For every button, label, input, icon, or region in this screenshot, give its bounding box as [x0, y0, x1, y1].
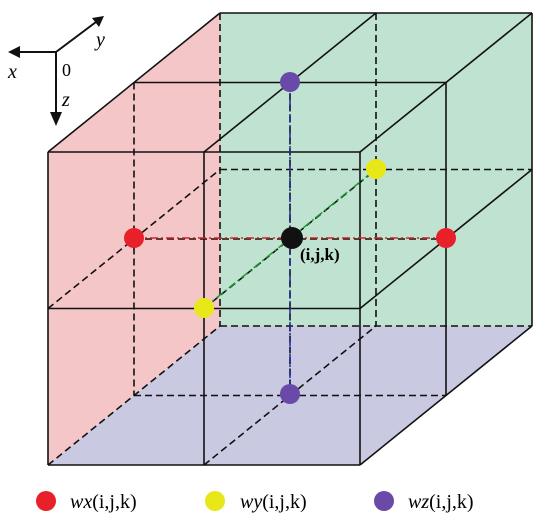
legend-symbol: wy [240, 491, 262, 513]
y-connector [203, 168, 377, 309]
center-label: (i,j,k) [300, 245, 340, 264]
y-axis-label: y [94, 29, 105, 51]
legend-symbol: wx [70, 491, 92, 513]
legend: wx(i,j,k) wy(i,j,k) wz(i,j,k) [36, 491, 474, 513]
legend-symbol: wz [408, 491, 429, 513]
edge [359, 325, 533, 466]
legend-marker [205, 491, 225, 511]
arrow-head [50, 112, 62, 126]
legend-args: (i,j,k) [262, 491, 306, 513]
wx-node [436, 228, 456, 248]
legend-marker [374, 491, 394, 511]
nodes [124, 72, 456, 404]
legend-entry: wy(i,j,k) [240, 491, 307, 513]
y-axis-arrow [55, 21, 97, 53]
legend-entry: wz(i,j,k) [408, 491, 474, 513]
legend-args: (i,j,k) [429, 491, 473, 513]
wz-node [280, 72, 300, 92]
wz-node [280, 384, 300, 404]
wx-node [124, 228, 144, 248]
arrow-head [8, 46, 20, 58]
z-axis-label: z [61, 89, 70, 111]
legend-marker [36, 491, 56, 511]
origin-label: 0 [62, 60, 71, 80]
axis-icon [8, 16, 104, 126]
x-axis-label: x [7, 61, 17, 83]
legend-entry: wx(i,j,k) [70, 491, 137, 513]
legend-args: (i,j,k) [92, 491, 136, 513]
wy-node [194, 298, 214, 318]
arrow-head [92, 16, 104, 27]
center-node [281, 227, 303, 249]
wy-node [366, 159, 386, 179]
